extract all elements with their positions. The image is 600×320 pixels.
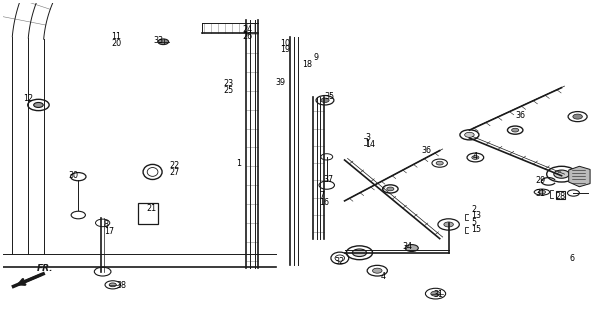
- Text: 15: 15: [471, 225, 481, 234]
- Polygon shape: [569, 166, 590, 187]
- Text: 21: 21: [146, 204, 157, 212]
- Circle shape: [431, 291, 440, 296]
- Text: 4: 4: [472, 152, 478, 161]
- Text: 33: 33: [154, 36, 164, 45]
- Circle shape: [34, 102, 43, 108]
- Text: 11: 11: [112, 32, 122, 41]
- Text: 34: 34: [403, 242, 413, 251]
- Text: 14: 14: [365, 140, 376, 149]
- Text: 2: 2: [471, 204, 476, 213]
- Circle shape: [321, 98, 329, 102]
- Text: 19: 19: [280, 45, 290, 54]
- Text: 12: 12: [23, 94, 34, 103]
- Text: 5: 5: [471, 218, 476, 228]
- Circle shape: [436, 161, 443, 165]
- Text: 20: 20: [112, 39, 122, 48]
- Circle shape: [352, 249, 367, 257]
- Text: 32: 32: [334, 257, 344, 266]
- Text: 22: 22: [169, 161, 179, 170]
- Text: 27: 27: [169, 168, 179, 177]
- Text: 4: 4: [381, 272, 386, 281]
- Circle shape: [405, 244, 418, 252]
- Text: 39: 39: [275, 77, 285, 86]
- Text: 17: 17: [104, 227, 114, 236]
- Text: 31: 31: [535, 189, 545, 198]
- Text: 8: 8: [104, 220, 109, 229]
- Text: 16: 16: [320, 198, 329, 207]
- Circle shape: [109, 283, 116, 287]
- Text: 24: 24: [242, 25, 253, 34]
- Text: 6: 6: [569, 254, 574, 263]
- Text: 9: 9: [313, 53, 318, 62]
- Circle shape: [538, 190, 545, 194]
- Circle shape: [573, 114, 583, 119]
- Text: 25: 25: [223, 86, 233, 95]
- Circle shape: [444, 222, 454, 227]
- Circle shape: [554, 170, 569, 178]
- Text: 3: 3: [365, 133, 370, 142]
- Text: 36: 36: [422, 146, 432, 155]
- Text: 29: 29: [535, 176, 545, 185]
- Text: 7: 7: [320, 191, 325, 200]
- Text: 18: 18: [302, 60, 312, 68]
- Text: 37: 37: [324, 175, 334, 184]
- Circle shape: [464, 132, 474, 137]
- Circle shape: [512, 128, 519, 132]
- Text: FR.: FR.: [37, 264, 54, 273]
- Text: 35: 35: [325, 92, 334, 101]
- Text: 31: 31: [433, 290, 443, 299]
- Bar: [139, 203, 158, 224]
- Text: 23: 23: [223, 79, 233, 88]
- Circle shape: [158, 39, 169, 44]
- Text: 13: 13: [471, 212, 481, 220]
- Text: 1: 1: [236, 159, 241, 168]
- Text: 38: 38: [117, 281, 127, 290]
- Circle shape: [373, 268, 382, 273]
- Text: 36: 36: [515, 111, 525, 120]
- Text: 28: 28: [556, 192, 566, 201]
- Text: 10: 10: [280, 38, 290, 48]
- Circle shape: [387, 187, 394, 191]
- Text: 30: 30: [68, 171, 78, 180]
- Circle shape: [472, 156, 479, 159]
- Bar: [556, 191, 565, 199]
- Text: 26: 26: [242, 32, 253, 41]
